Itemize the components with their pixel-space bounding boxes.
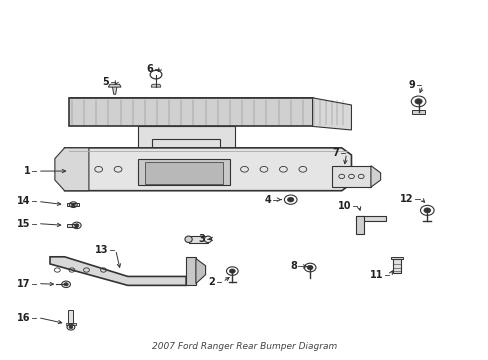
Ellipse shape [204, 236, 211, 243]
Text: 1: 1 [24, 166, 30, 176]
Polygon shape [196, 258, 205, 284]
Polygon shape [69, 98, 326, 105]
Ellipse shape [184, 236, 192, 243]
Text: 15: 15 [17, 219, 30, 229]
Polygon shape [66, 323, 76, 325]
Polygon shape [370, 166, 380, 187]
Text: 3: 3 [199, 234, 205, 244]
Bar [137, 158, 229, 185]
Circle shape [306, 265, 312, 270]
Text: 16: 16 [17, 312, 30, 323]
Polygon shape [390, 257, 402, 258]
Polygon shape [411, 111, 425, 114]
Polygon shape [356, 216, 385, 221]
Polygon shape [50, 257, 186, 285]
Bar [152, 139, 220, 164]
Text: 7: 7 [332, 148, 339, 158]
Text: 17: 17 [17, 279, 30, 289]
Circle shape [69, 326, 73, 329]
Circle shape [64, 283, 68, 286]
Polygon shape [55, 148, 89, 191]
Text: 2007 Ford Ranger Rear Bumper Diagram: 2007 Ford Ranger Rear Bumper Diagram [152, 342, 336, 351]
Polygon shape [312, 98, 351, 130]
Circle shape [71, 203, 75, 206]
Circle shape [414, 99, 421, 104]
Text: 11: 11 [369, 270, 382, 280]
Polygon shape [151, 84, 161, 87]
Polygon shape [64, 148, 351, 191]
Circle shape [229, 269, 235, 273]
Text: 6: 6 [146, 64, 153, 73]
Polygon shape [186, 257, 196, 285]
Polygon shape [67, 224, 77, 227]
Text: 14: 14 [17, 197, 30, 206]
Text: 10: 10 [337, 201, 351, 211]
Circle shape [423, 208, 430, 213]
Bar [68, 310, 73, 323]
Polygon shape [108, 84, 121, 87]
Polygon shape [356, 216, 363, 234]
Bar [392, 258, 400, 273]
Circle shape [74, 224, 79, 227]
Text: 13: 13 [95, 245, 108, 255]
Bar [144, 162, 222, 184]
Polygon shape [69, 98, 312, 126]
Circle shape [287, 197, 293, 202]
Text: 9: 9 [408, 80, 415, 90]
Text: 8: 8 [289, 261, 296, 271]
Text: 4: 4 [264, 195, 271, 204]
Bar [67, 203, 79, 206]
Text: 5: 5 [102, 77, 109, 87]
Polygon shape [112, 85, 117, 94]
Text: 2: 2 [208, 277, 215, 287]
Bar [188, 236, 207, 243]
Text: 12: 12 [399, 194, 413, 203]
Polygon shape [331, 166, 370, 187]
Polygon shape [137, 126, 234, 173]
